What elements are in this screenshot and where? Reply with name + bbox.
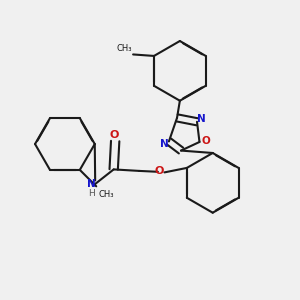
Text: N: N xyxy=(197,114,206,124)
Text: O: O xyxy=(154,166,164,176)
Text: N: N xyxy=(87,179,96,189)
Text: CH₃: CH₃ xyxy=(116,44,132,53)
Text: CH₃: CH₃ xyxy=(99,190,114,199)
Text: O: O xyxy=(202,136,210,146)
Text: O: O xyxy=(109,130,118,140)
Text: H: H xyxy=(88,189,95,198)
Text: N: N xyxy=(160,139,169,149)
